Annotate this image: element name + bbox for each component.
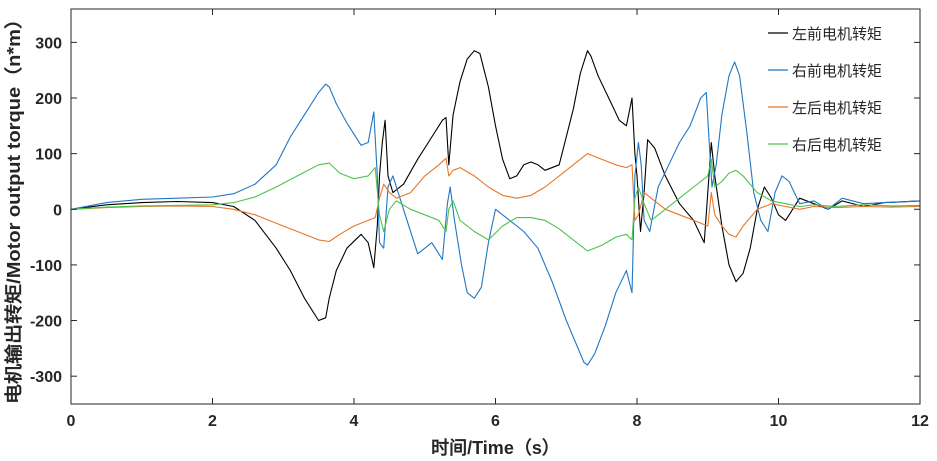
y-axis-title: 电机输出转矩/Motor output torque（n*m） — [3, 9, 24, 404]
x-tick-label: 4 — [350, 413, 359, 430]
series-group — [70, 50, 921, 366]
y-tick-label: -200 — [30, 314, 62, 331]
series-line-3 — [70, 158, 921, 252]
y-tick-label: 0 — [53, 202, 62, 219]
y-tick-label: 300 — [35, 35, 62, 52]
x-tick-label: 12 — [911, 413, 929, 430]
legend-label-1: 右前电机转矩 — [792, 62, 882, 80]
series-line-0 — [70, 50, 921, 322]
x-tick-label: 10 — [770, 413, 788, 430]
legend-label-2: 左后电机转矩 — [792, 99, 882, 117]
y-tick-label: -300 — [30, 369, 62, 386]
y-axis: -300 -200 -100 0 100 200 300 — [30, 35, 920, 386]
y-tick-label: -100 — [30, 258, 62, 275]
y-tick-label: 100 — [35, 147, 62, 164]
x-axis: 0 2 4 6 8 10 12 — [67, 9, 929, 430]
x-tick-label: 2 — [208, 413, 217, 430]
legend-label-0: 左前电机转矩 — [792, 25, 882, 43]
x-tick-label: 8 — [633, 413, 642, 430]
series-line-1 — [70, 61, 921, 366]
x-tick-label: 6 — [491, 413, 500, 430]
x-axis-title: 时间/Time（s） — [431, 438, 560, 458]
y-tick-label: 200 — [35, 91, 62, 108]
x-tick-label: 0 — [67, 413, 76, 430]
legend-label-3: 右后电机转矩 — [792, 136, 882, 154]
series-line-2 — [70, 153, 921, 243]
